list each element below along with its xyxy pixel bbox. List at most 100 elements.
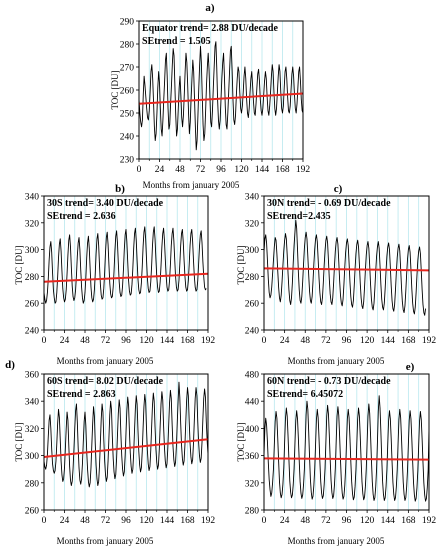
x-tick-label: 48 [301,516,311,526]
x-tick-label: 72 [101,516,111,526]
y-axis-label: TOC [DU] [110,70,120,109]
y-tick-label: 240 [120,133,135,143]
x-tick-label: 48 [80,336,90,346]
x-tick-label: 192 [201,336,216,346]
x-tick-label: 168 [180,336,195,346]
trend-annotation: 30S trend= 3.40 DU/decade [47,198,164,209]
x-tick-label: 120 [360,336,375,346]
x-tick-label: 96 [216,165,226,175]
se-trend-annotation: SEtrend = 2.863 [47,389,116,400]
y-axis-label: TOC [DU] [236,245,246,284]
x-tick-label: 48 [80,516,90,526]
panel-a: 0 24 48 72 96 120 144 168 192 230 240 250 260 270 280 2… [110,2,310,190]
x-tick-label: 168 [275,165,290,175]
toc-series-line [43,381,209,488]
panel-label: c) [334,183,343,195]
trend-line [263,457,430,461]
y-tick-label: 280 [120,41,135,51]
y-tick-label: 260 [25,300,40,310]
x-tick-label: 144 [160,516,175,526]
x-tick-label: 24 [60,516,70,526]
panel-label: a) [205,2,215,14]
trend-line [43,272,209,283]
panel-label: e) [406,361,415,373]
x-tick-label: 120 [360,516,375,526]
panel-b: 0 24 48 72 96 120 144 168 192 240 260 280 300 320 340 M… [14,183,215,366]
x-tick-label: 120 [139,336,154,346]
x-tick-label: 0 [42,336,47,346]
y-tick-label: 360 [25,371,40,381]
x-tick-label: 144 [381,336,396,346]
y-axis-label: TOC [DU] [14,245,24,284]
x-tick-label: 192 [296,165,311,175]
y-tick-label: 400 [245,425,260,435]
y-tick-label: 290 [120,18,135,28]
trend-line [263,267,430,272]
y-tick-label: 240 [25,327,40,337]
x-tick-label: 24 [155,165,165,175]
y-tick-label: 280 [245,273,260,283]
x-tick-label: 0 [262,516,267,526]
y-tick-label: 340 [245,193,260,203]
y-tick-label: 320 [245,479,260,489]
x-tick-label: 192 [422,516,437,526]
y-tick-label: 250 [120,110,135,120]
y-tick-label: 280 [25,273,40,283]
x-tick-label: 96 [121,516,131,526]
y-tick-label: 280 [25,479,40,489]
y-tick-label: 440 [245,398,260,408]
x-tick-label: 96 [342,336,352,346]
trend-annotation: 60N trend= - 0.73 DU/decade [267,376,391,387]
x-axis-label: Months from january 2005 [143,180,240,190]
panel-c: 0 24 48 72 96 120 144 168 192 240 260 280 300 320 340 M… [236,183,436,366]
panel-label: d) [5,359,15,371]
x-tick-label: 72 [101,336,111,346]
y-tick-label: 270 [120,64,135,74]
y-tick-label: 340 [25,193,40,203]
y-tick-label: 300 [25,246,40,256]
y-tick-label: 260 [120,87,135,97]
x-tick-label: 168 [180,516,195,526]
y-axis-label: TOC [DU] [236,422,246,461]
x-tick-label: 24 [60,336,70,346]
y-axis-label: TOC [DU] [14,422,24,461]
y-tick-label: 260 [25,507,40,517]
x-tick-label: 120 [234,165,249,175]
x-tick-label: 0 [137,165,142,175]
y-tick-label: 240 [245,327,260,337]
x-tick-label: 96 [121,336,131,346]
x-axis-label: Months from january 2005 [288,356,385,366]
x-tick-label: 192 [422,336,437,346]
x-tick-label: 168 [401,516,416,526]
y-tick-label: 300 [245,246,260,256]
x-axis-label: Months from january 2005 [57,356,154,366]
toc-series-line [263,395,430,502]
panel-e: 0 24 48 72 96 120 144 168 192 280 320 360 400 440 480 M… [236,361,436,546]
x-tick-label: 72 [196,165,206,175]
se-trend-annotation: SEtrend = 1.505 [142,36,211,47]
x-tick-label: 120 [139,516,154,526]
panel-label: b) [115,183,125,195]
x-tick-label: 72 [321,336,331,346]
x-tick-label: 168 [401,336,416,346]
trend-annotation: 30N trend= - 0.69 DU/decade [267,198,391,209]
x-tick-label: 192 [201,516,216,526]
y-tick-label: 480 [245,371,260,381]
x-tick-label: 96 [342,516,352,526]
y-tick-label: 280 [245,507,260,517]
x-tick-label: 0 [262,336,267,346]
y-tick-label: 230 [120,156,135,166]
trend-line [138,92,304,105]
x-tick-label: 144 [255,165,270,175]
toc-series-line [263,219,427,316]
y-tick-label: 300 [25,452,40,462]
x-tick-label: 24 [280,516,290,526]
x-tick-label: 144 [381,516,396,526]
x-tick-label: 0 [42,516,47,526]
y-tick-label: 320 [25,219,40,229]
x-tick-label: 48 [175,165,185,175]
y-tick-label: 320 [25,425,40,435]
se-trend-annotation: SEtrend= 6.45072 [267,389,343,400]
trend-annotation: Equator trend= 2.88 DU/decade [142,23,278,34]
